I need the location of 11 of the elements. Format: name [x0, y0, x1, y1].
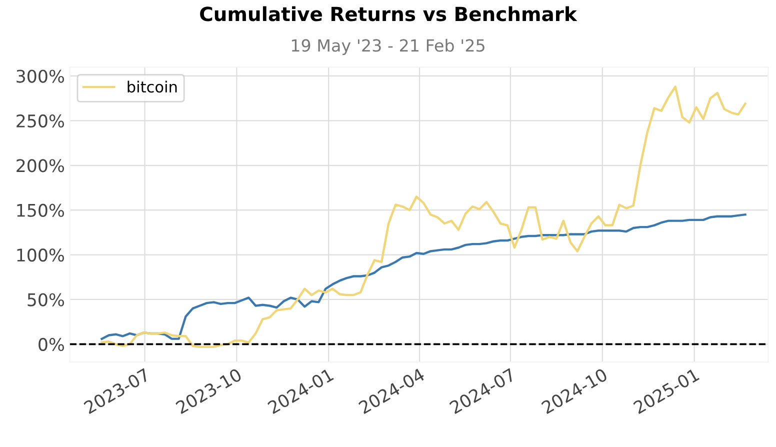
- y-tick-label: 200%: [16, 159, 64, 172]
- y-tick-label: 100%: [17, 248, 64, 262]
- y-tick-label: 150%: [17, 204, 64, 217]
- chart-subtitle: 19 May '23 - 21 Feb '25: [292, 38, 484, 55]
- line-series: [100, 213, 746, 340]
- y-tick-label: 50%: [28, 293, 64, 306]
- legend-label: bitcoin: [128, 80, 177, 93]
- y-tick-label: 0%: [38, 338, 64, 352]
- y-tick-label: 300%: [16, 70, 64, 83]
- y-tick-label: 250%: [16, 114, 64, 128]
- chart-title: Cumulative Returns vs Benchmark: [200, 6, 578, 22]
